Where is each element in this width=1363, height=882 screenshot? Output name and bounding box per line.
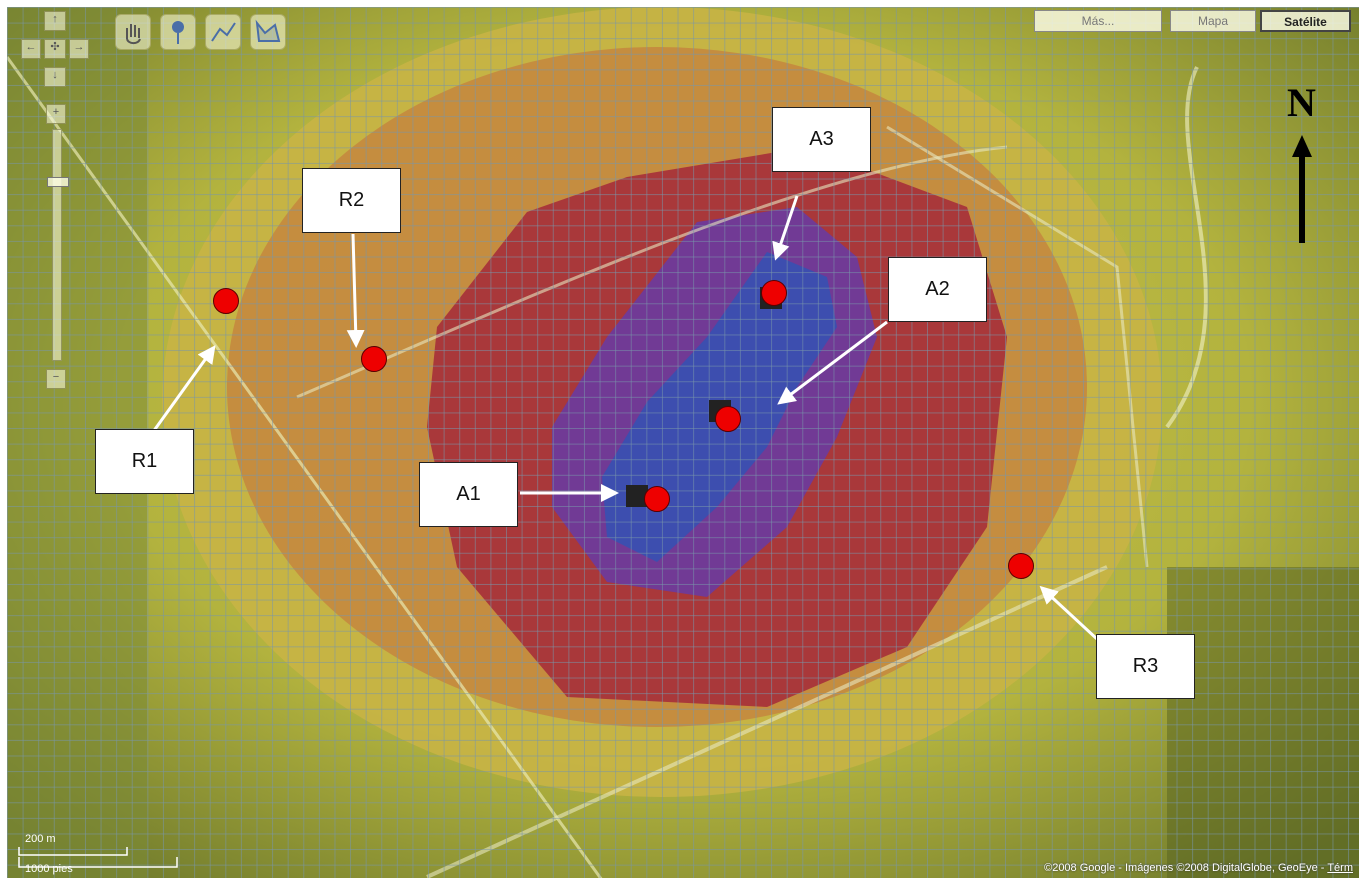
scale-imperial-label: 1000 pies [25, 863, 73, 875]
north-arrow-icon [1292, 135, 1312, 243]
point-a3[interactable] [761, 280, 787, 306]
label-a3: A3 [772, 107, 871, 172]
pan-up-button[interactable]: ↑ [44, 11, 66, 31]
source-a1-marker [626, 485, 648, 507]
arrow-r1 [151, 345, 216, 433]
arrow-a2 [777, 320, 888, 405]
polyline-icon[interactable] [205, 14, 241, 50]
more-button[interactable]: Más... [1034, 10, 1162, 32]
arrow-a3 [772, 195, 799, 261]
zoom-in-button[interactable]: + [46, 104, 66, 124]
attribution-text: ©2008 Google - Imágenes ©2008 DigitalGlo… [1044, 862, 1328, 874]
pan-left-button[interactable]: ← [21, 39, 41, 59]
label-arrows [151, 195, 1099, 641]
label-r1: R1 [95, 429, 194, 494]
pan-right-button[interactable]: → [69, 39, 89, 59]
hand-icon[interactable] [115, 14, 151, 50]
zoom-slider-handle[interactable] [47, 177, 69, 187]
zoom-slider-track[interactable] [52, 129, 62, 361]
map-type-map-button[interactable]: Mapa [1170, 10, 1256, 32]
map-view[interactable]: ↑ ← ✣ → ↓ + − Más... Mapa Satélite N [7, 7, 1359, 878]
point-a1[interactable] [644, 486, 670, 512]
label-r3: R3 [1096, 634, 1195, 699]
placemark-icon[interactable] [160, 14, 196, 50]
pan-center-button[interactable]: ✣ [44, 39, 66, 59]
scale-bar: 200 m 1000 pies [17, 833, 187, 877]
zoom-out-button[interactable]: − [46, 369, 66, 389]
point-r1[interactable] [213, 288, 239, 314]
pan-down-button[interactable]: ↓ [44, 67, 66, 87]
point-r2[interactable] [361, 346, 387, 372]
polygon-icon[interactable] [250, 14, 286, 50]
map-type-satellite-button[interactable]: Satélite [1260, 10, 1351, 32]
arrow-r2 [346, 233, 365, 348]
label-a1: A1 [419, 462, 518, 527]
label-a2: A2 [888, 257, 987, 322]
point-r3[interactable] [1008, 553, 1034, 579]
scale-metric-label: 200 m [25, 833, 56, 845]
arrow-r3 [1039, 585, 1099, 641]
terms-link[interactable]: Térm [1327, 862, 1353, 874]
label-r2: R2 [302, 168, 401, 233]
north-label: N [1287, 80, 1316, 125]
point-a2[interactable] [715, 406, 741, 432]
attribution: ©2008 Google - Imágenes ©2008 DigitalGlo… [1044, 862, 1353, 874]
